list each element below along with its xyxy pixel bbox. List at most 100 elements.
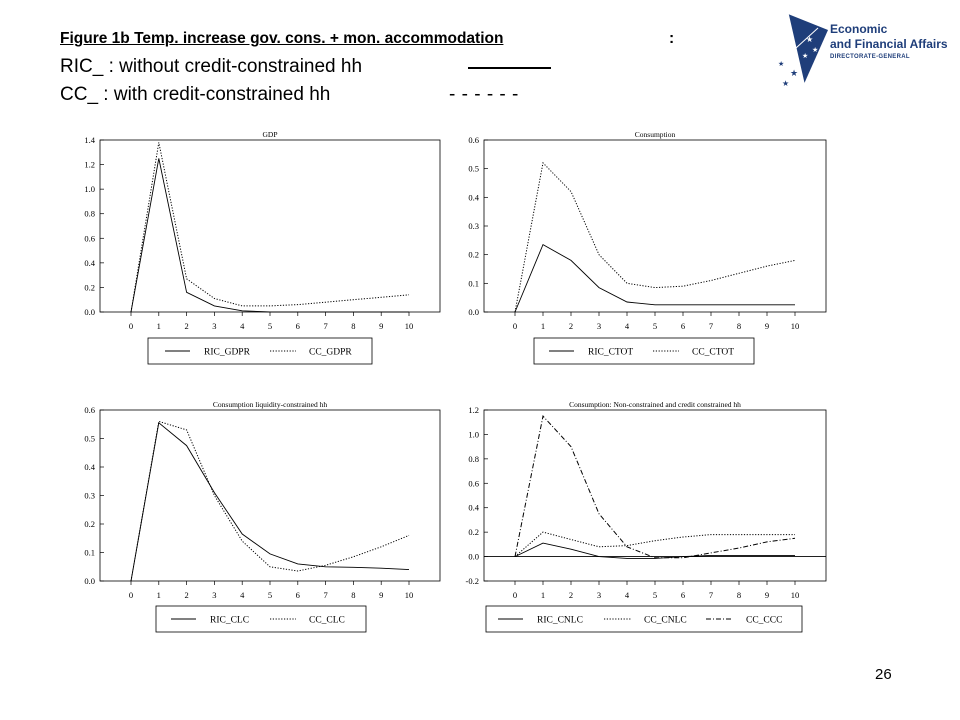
figure-title-colon: : [669, 30, 675, 47]
chart-legend: RIC_GDPR CC_GDPR [147, 337, 373, 365]
series-line-cc-clc [130, 420, 410, 582]
x-tick-label: 9 [765, 321, 769, 331]
chart-title: Consumption: Non-constrained and credit … [569, 400, 741, 409]
legend-label: CC_CCC [746, 616, 782, 626]
y-tick-label: 0.6 [84, 405, 95, 415]
y-tick-label: 0.2 [468, 250, 479, 260]
x-tick-label: 6 [681, 590, 685, 600]
series-line-ric-clc [130, 421, 410, 582]
chart-panel-2: Consumption liquidity-constrained hh 0.0 0… [84, 400, 441, 633]
legend-cc-text: CC_ : with credit-constrained hh [60, 84, 331, 105]
x-tick-label: 1 [157, 321, 161, 331]
svg-text:★: ★ [790, 69, 798, 79]
logo-text-line2: and Financial Affairs [830, 37, 948, 51]
y-tick-label: 1.0 [84, 184, 95, 194]
y-tick-label: 1.4 [84, 135, 95, 145]
chart-legend: RIC_CLC CC_CLC [155, 605, 367, 633]
series-line-cc-ccc [514, 415, 796, 559]
y-tick-label: 0.4 [84, 462, 95, 472]
y-tick-label: 0.0 [468, 307, 479, 317]
y-tick-label: 1.2 [468, 405, 479, 415]
series-line-cc-gdpr [130, 142, 410, 313]
legend-label: CC_CTOT [692, 348, 734, 358]
series-line-ric-ctot [514, 243, 795, 313]
x-tick-label: 1 [541, 321, 545, 331]
x-tick-label: 9 [765, 590, 769, 600]
x-tick-label: 5 [268, 590, 272, 600]
x-tick-label: 9 [379, 590, 383, 600]
y-tick-label: 0.3 [468, 221, 479, 231]
legend-label: RIC_CNLC [537, 616, 583, 626]
y-tick-label: 0.1 [84, 548, 95, 558]
svg-text:★: ★ [778, 60, 784, 68]
x-tick-label: 0 [129, 321, 133, 331]
y-tick-label: 0.6 [468, 135, 479, 145]
chart-panel-3: Consumption: Non-constrained and credit … [466, 400, 827, 633]
logo-text-line1: Economic [830, 22, 888, 36]
y-tick-label: 0.2 [468, 527, 479, 537]
x-tick-label: 10 [791, 590, 800, 600]
legend-label: CC_GDPR [309, 348, 352, 358]
chart-title: Consumption liquidity-constrained hh [213, 400, 327, 409]
series-line-cc-ctot [514, 161, 796, 313]
legend-ric-text: RIC_ : without credit-constrained hh [60, 56, 363, 77]
x-tick-label: 2 [184, 590, 188, 600]
x-tick-label: 10 [405, 590, 414, 600]
x-tick-label: 7 [709, 321, 713, 331]
x-tick-label: 7 [323, 590, 327, 600]
x-tick-label: 4 [240, 321, 245, 331]
legend-box [147, 337, 373, 365]
x-tick-label: 2 [184, 321, 188, 331]
series-line-ric-gdpr [130, 158, 409, 313]
x-tick-label: 8 [351, 590, 355, 600]
svg-text:★: ★ [806, 35, 813, 44]
x-tick-label: 8 [737, 321, 741, 331]
y-tick-label: 0.0 [84, 576, 95, 586]
y-tick-label: 0.8 [84, 209, 95, 219]
legend-cc-dashed-line: - - - - - - [449, 84, 519, 105]
chart-frame [99, 139, 441, 313]
chart-frame [483, 139, 827, 313]
legend-label: CC_CNLC [644, 616, 687, 626]
svg-text:★: ★ [812, 46, 818, 54]
x-tick-label: 3 [212, 590, 216, 600]
x-tick-label: 0 [513, 321, 517, 331]
legend-ric-solid-line [468, 67, 551, 69]
series-line-ric-cnlc [514, 542, 795, 559]
chart-panel-0: GDP 0.0 0.2 0.4 0.6 0.8 1.0 1.2 1.4 0 1 2 3 4 5 6 7 8 9 10 R… [84, 130, 441, 365]
x-tick-label: 3 [597, 590, 601, 600]
figure-title: Figure 1b Temp. increase gov. cons. + mo… [60, 30, 504, 47]
svg-text:★: ★ [782, 79, 789, 88]
x-tick-label: 1 [157, 590, 161, 600]
x-tick-label: 6 [296, 321, 300, 331]
y-tick-label: 0.0 [84, 307, 95, 317]
chart-legend: RIC_CNLC CC_CNLC CC_CCC [485, 605, 803, 633]
ec-logo: ★ ★ ★ ★ ★ ★ Economic and Financial Affai… [778, 8, 958, 90]
legend-label: CC_CLC [309, 616, 345, 626]
x-tick-label: 7 [323, 321, 327, 331]
x-tick-label: 2 [569, 590, 573, 600]
x-tick-label: 4 [625, 321, 630, 331]
y-tick-label: 0.2 [84, 519, 95, 529]
x-tick-label: 4 [240, 590, 245, 600]
x-tick-label: 10 [405, 321, 414, 331]
legend-label: RIC_GDPR [204, 348, 251, 358]
y-tick-label: 0.4 [468, 503, 479, 513]
x-tick-label: 0 [129, 590, 133, 600]
x-tick-label: 5 [653, 321, 657, 331]
y-tick-label: -0.2 [466, 576, 479, 586]
chart-panel-1: Consumption 0.0 0.1 0.2 0.3 0.4 0.5 0.6 0 1 2 3 4 5 6 7… [468, 130, 827, 365]
x-tick-label: 6 [681, 321, 685, 331]
x-tick-label: 4 [625, 590, 630, 600]
x-tick-label: 9 [379, 321, 383, 331]
y-tick-label: 0.6 [84, 233, 95, 243]
svg-text:★: ★ [802, 52, 808, 60]
legend-box [155, 605, 367, 633]
chart-legend: RIC_CTOT CC_CTOT [533, 337, 755, 365]
chart-title: GDP [262, 130, 277, 139]
x-tick-label: 7 [709, 590, 713, 600]
chart-title: Consumption [635, 130, 676, 139]
x-tick-label: 8 [351, 321, 355, 331]
y-tick-label: 0.8 [468, 454, 479, 464]
y-tick-label: 0.3 [84, 491, 95, 501]
